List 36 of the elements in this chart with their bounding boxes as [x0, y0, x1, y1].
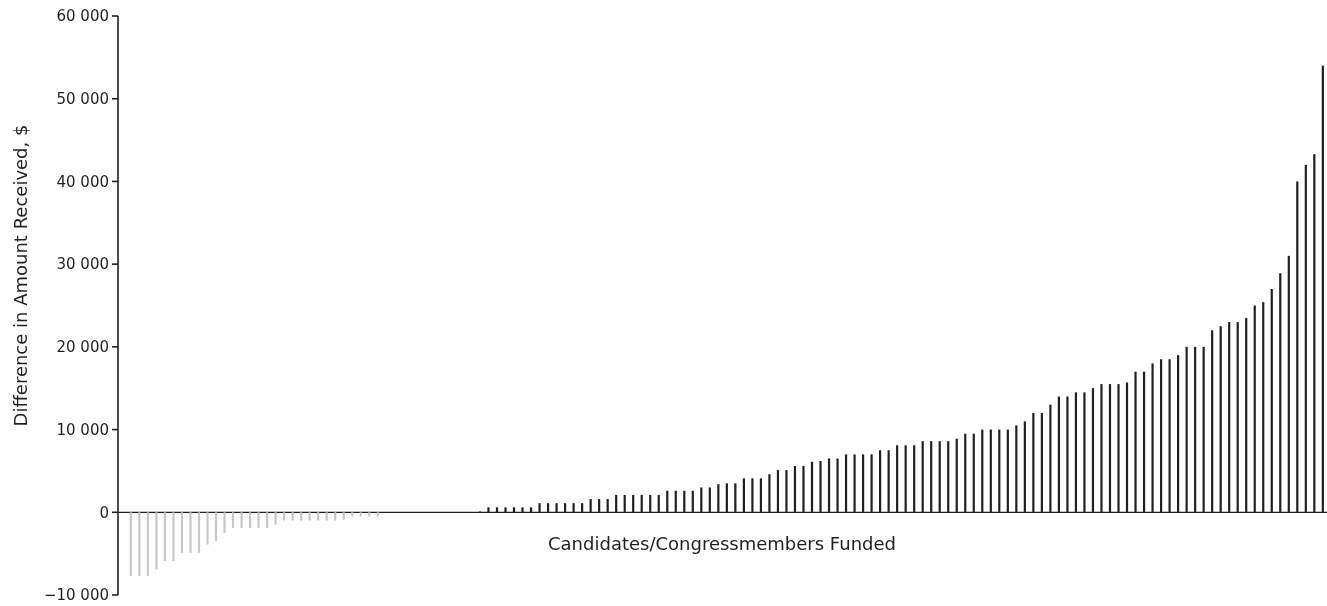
- bar: [248, 512, 252, 528]
- bar: [129, 512, 132, 576]
- y-tick-label: 50 000: [56, 89, 109, 108]
- bar: [180, 512, 184, 553]
- bar: [300, 512, 303, 521]
- bar: [325, 512, 328, 521]
- bar: [274, 512, 277, 525]
- bar: [257, 512, 260, 528]
- bar: [163, 512, 167, 562]
- bar: [197, 512, 201, 553]
- y-tick-label: −10 000: [43, 586, 109, 605]
- bar: [138, 512, 141, 576]
- y-tick-label: 20 000: [56, 338, 109, 357]
- y-axis-title: Difference in Amount Received, $: [10, 124, 31, 427]
- bar: [240, 512, 243, 528]
- bar: [317, 512, 320, 521]
- bar: [231, 512, 235, 528]
- bar: [291, 512, 294, 521]
- bar: [283, 512, 286, 521]
- bar: [146, 512, 149, 576]
- bar: [308, 512, 311, 521]
- bar: [342, 512, 345, 520]
- bar: [172, 512, 175, 562]
- bar: [189, 512, 192, 553]
- bar: [223, 512, 226, 533]
- x-axis-title: Candidates/Congressmembers Funded: [548, 533, 896, 554]
- y-tick-label: 60 000: [56, 7, 109, 26]
- y-tick-label: 30 000: [56, 255, 109, 274]
- y-tick-label: 10 000: [56, 420, 109, 439]
- y-tick-label: 40 000: [56, 172, 109, 191]
- bar: [266, 512, 269, 528]
- bar: [206, 512, 209, 545]
- bar: [334, 512, 337, 521]
- bar: [214, 512, 218, 542]
- bar: [155, 512, 158, 570]
- y-tick-label: 0: [99, 503, 109, 522]
